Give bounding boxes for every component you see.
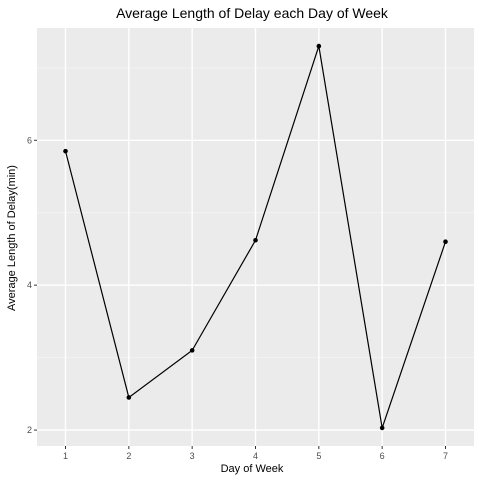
y-tick-label: 6 — [27, 135, 32, 145]
x-tick-label: 5 — [316, 451, 321, 461]
x-tick-label: 2 — [126, 451, 131, 461]
y-axis-ticks: 2 4 6 — [27, 135, 37, 435]
y-tick-label: 4 — [27, 280, 32, 290]
x-tick-label: 4 — [253, 451, 258, 461]
data-point — [316, 43, 322, 49]
y-axis-label: Average Length of Delay(min) — [6, 165, 18, 311]
data-point — [189, 348, 195, 353]
x-tick-label: 3 — [190, 451, 195, 461]
data-point — [379, 425, 385, 431]
x-axis-label: Day of Week — [221, 463, 284, 475]
x-tick-label: 6 — [380, 451, 385, 461]
major-gridlines — [37, 28, 474, 446]
data-point — [63, 148, 68, 154]
x-tick-label: 1 — [63, 451, 68, 461]
chart-title: Average Length of Delay each Day of Week — [116, 5, 389, 21]
y-tick-label: 2 — [27, 425, 32, 435]
data-point — [126, 395, 132, 400]
x-tick-label: 7 — [443, 451, 448, 461]
x-axis-ticks: 1 2 3 4 5 6 7 — [63, 446, 448, 461]
data-point — [443, 239, 448, 245]
data-point — [253, 237, 258, 243]
series-group — [63, 43, 448, 431]
